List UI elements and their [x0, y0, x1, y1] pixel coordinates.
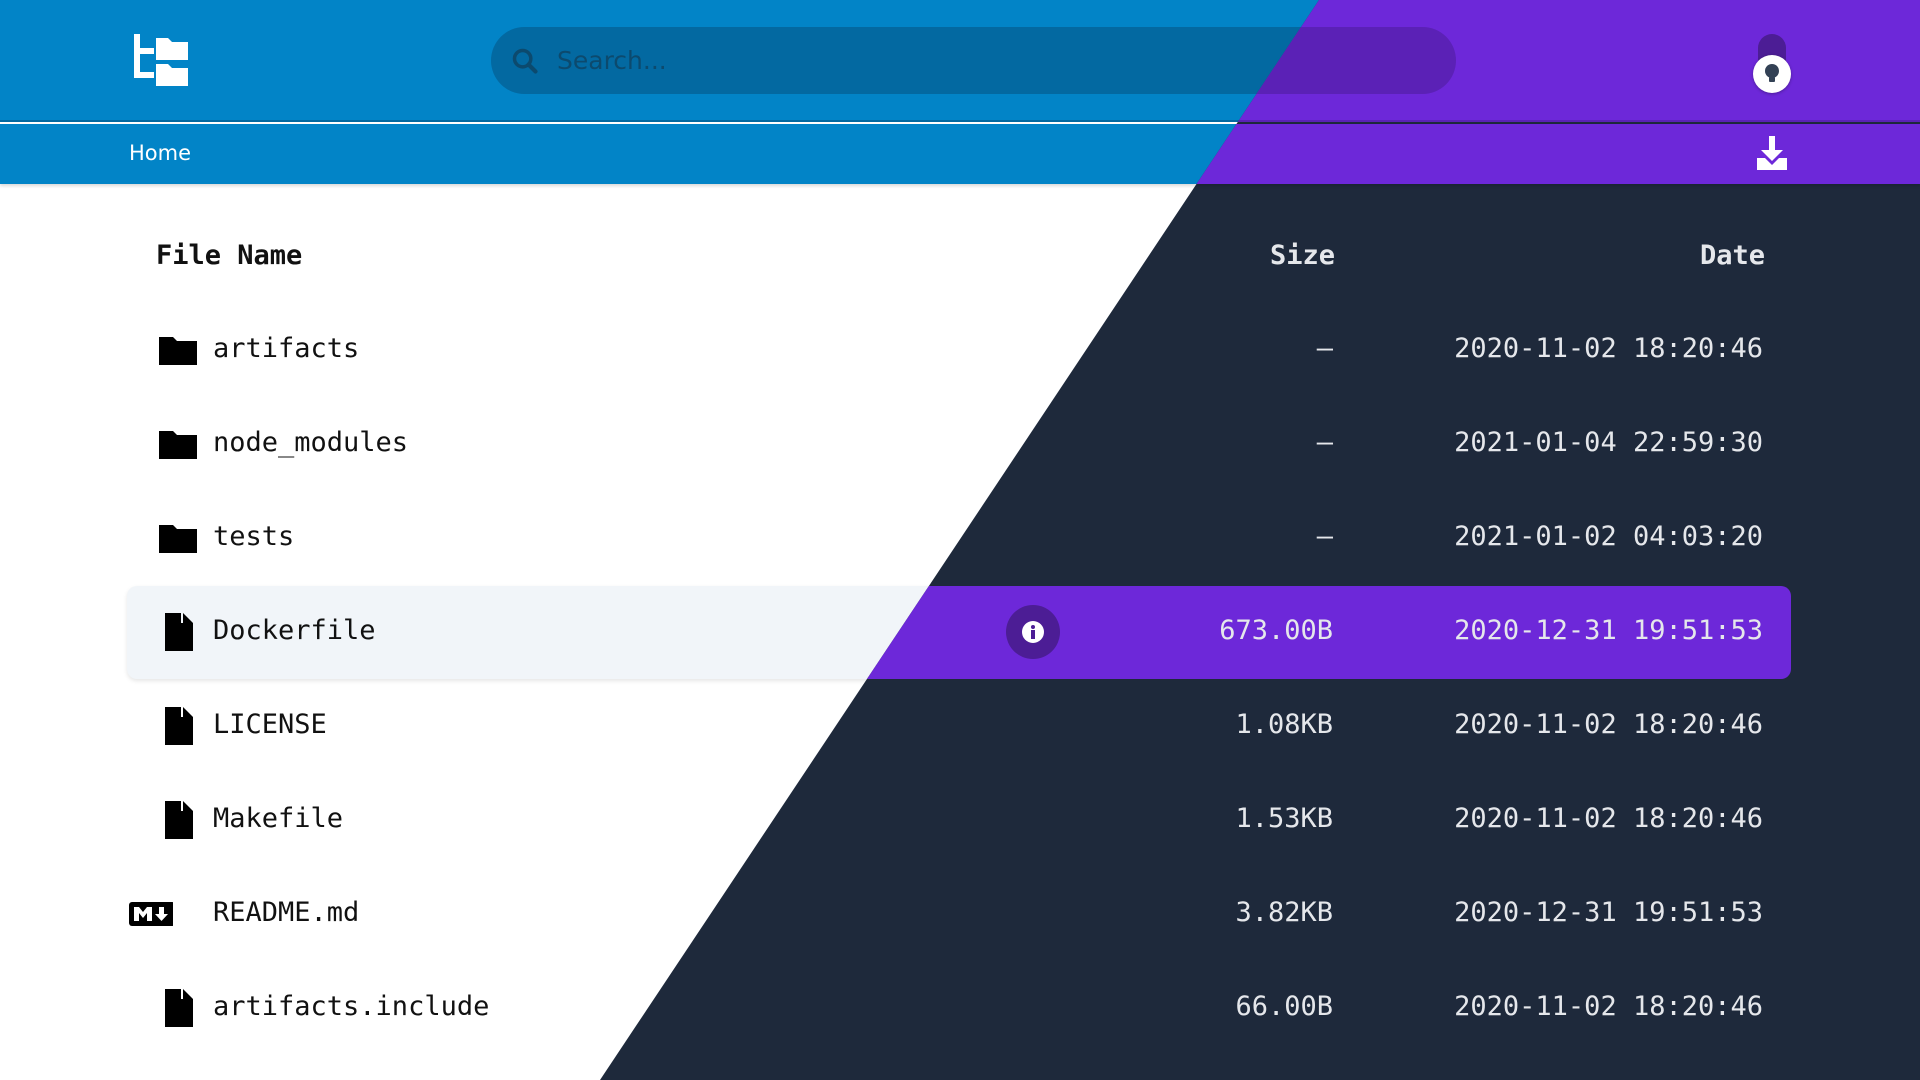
file-name[interactable]: artifacts [213, 333, 360, 364]
file-icon [165, 613, 193, 651]
column-date[interactable]: Date [1699, 240, 1765, 271]
info-icon [1022, 621, 1044, 643]
file-date: 2021-01-02 04:03:20 [1454, 521, 1763, 552]
folder-icon [159, 525, 197, 553]
file-name[interactable]: node_modules [213, 427, 409, 458]
file-name[interactable]: artifacts.include [213, 991, 490, 1022]
info-button[interactable] [1006, 605, 1060, 659]
folder-icon [159, 431, 197, 459]
toggle-knob[interactable] [1753, 55, 1791, 93]
file-date: 2020-11-02 18:20:46 [1454, 709, 1763, 740]
file-row[interactable]: node_modules — 2021-01-04 22:59:30 [127, 398, 1791, 491]
folder-icon [159, 337, 197, 365]
file-name[interactable]: LICENSE [213, 709, 327, 740]
search-icon [512, 48, 538, 74]
file-name[interactable]: README.md [213, 897, 360, 928]
search-input[interactable] [557, 46, 1417, 75]
file-icon [165, 989, 193, 1027]
file-size: — [1316, 333, 1333, 364]
file-date: 2020-12-31 19:51:53 [1454, 897, 1763, 928]
file-size: 66.00B [1235, 991, 1333, 1022]
lightbulb-icon [1765, 64, 1779, 82]
file-date: 2020-12-31 19:51:53 [1454, 615, 1763, 646]
file-row-selected[interactable]: Dockerfile 673.00B 2020-12-31 19:51:53 [127, 586, 1791, 679]
file-date: 2021-01-04 22:59:30 [1454, 427, 1763, 458]
file-date: 2020-11-02 18:20:46 [1454, 991, 1763, 1022]
file-size: — [1316, 427, 1333, 458]
file-icon [165, 707, 193, 745]
theme-toggle[interactable] [1753, 34, 1791, 93]
file-row[interactable]: tests — 2021-01-02 04:03:20 [127, 492, 1791, 585]
file-size: 3.82KB [1235, 897, 1333, 928]
column-size[interactable]: Size [1269, 240, 1335, 271]
file-name[interactable]: Makefile [213, 803, 344, 834]
column-file-name[interactable]: File Name [156, 240, 303, 271]
file-size: 1.53KB [1235, 803, 1333, 834]
file-row[interactable]: artifacts — 2020-11-02 18:20:46 [127, 304, 1791, 397]
file-name[interactable]: Dockerfile [213, 615, 376, 646]
file-size: — [1316, 521, 1333, 552]
file-row[interactable]: README.md 3.82KB 2020-12-31 19:51:53 [127, 868, 1791, 961]
markdown-icon [129, 902, 173, 926]
file-name[interactable]: tests [213, 521, 295, 552]
file-date: 2020-11-02 18:20:46 [1454, 333, 1763, 364]
file-row[interactable]: Makefile 1.53KB 2020-11-02 18:20:46 [127, 774, 1791, 867]
file-size: 1.08KB [1235, 709, 1333, 740]
search-bar[interactable] [491, 27, 1456, 94]
file-size: 673.00B [1219, 615, 1333, 646]
file-icon [165, 801, 193, 839]
file-row[interactable]: LICENSE 1.08KB 2020-11-02 18:20:46 [127, 680, 1791, 773]
file-date: 2020-11-02 18:20:46 [1454, 803, 1763, 834]
file-row[interactable]: artifacts.include 66.00B 2020-11-02 18:20:… [127, 962, 1791, 1055]
download-icon[interactable] [1755, 136, 1789, 172]
file-tree-logo-icon[interactable] [134, 34, 190, 86]
breadcrumb-home[interactable]: Home [129, 141, 192, 165]
